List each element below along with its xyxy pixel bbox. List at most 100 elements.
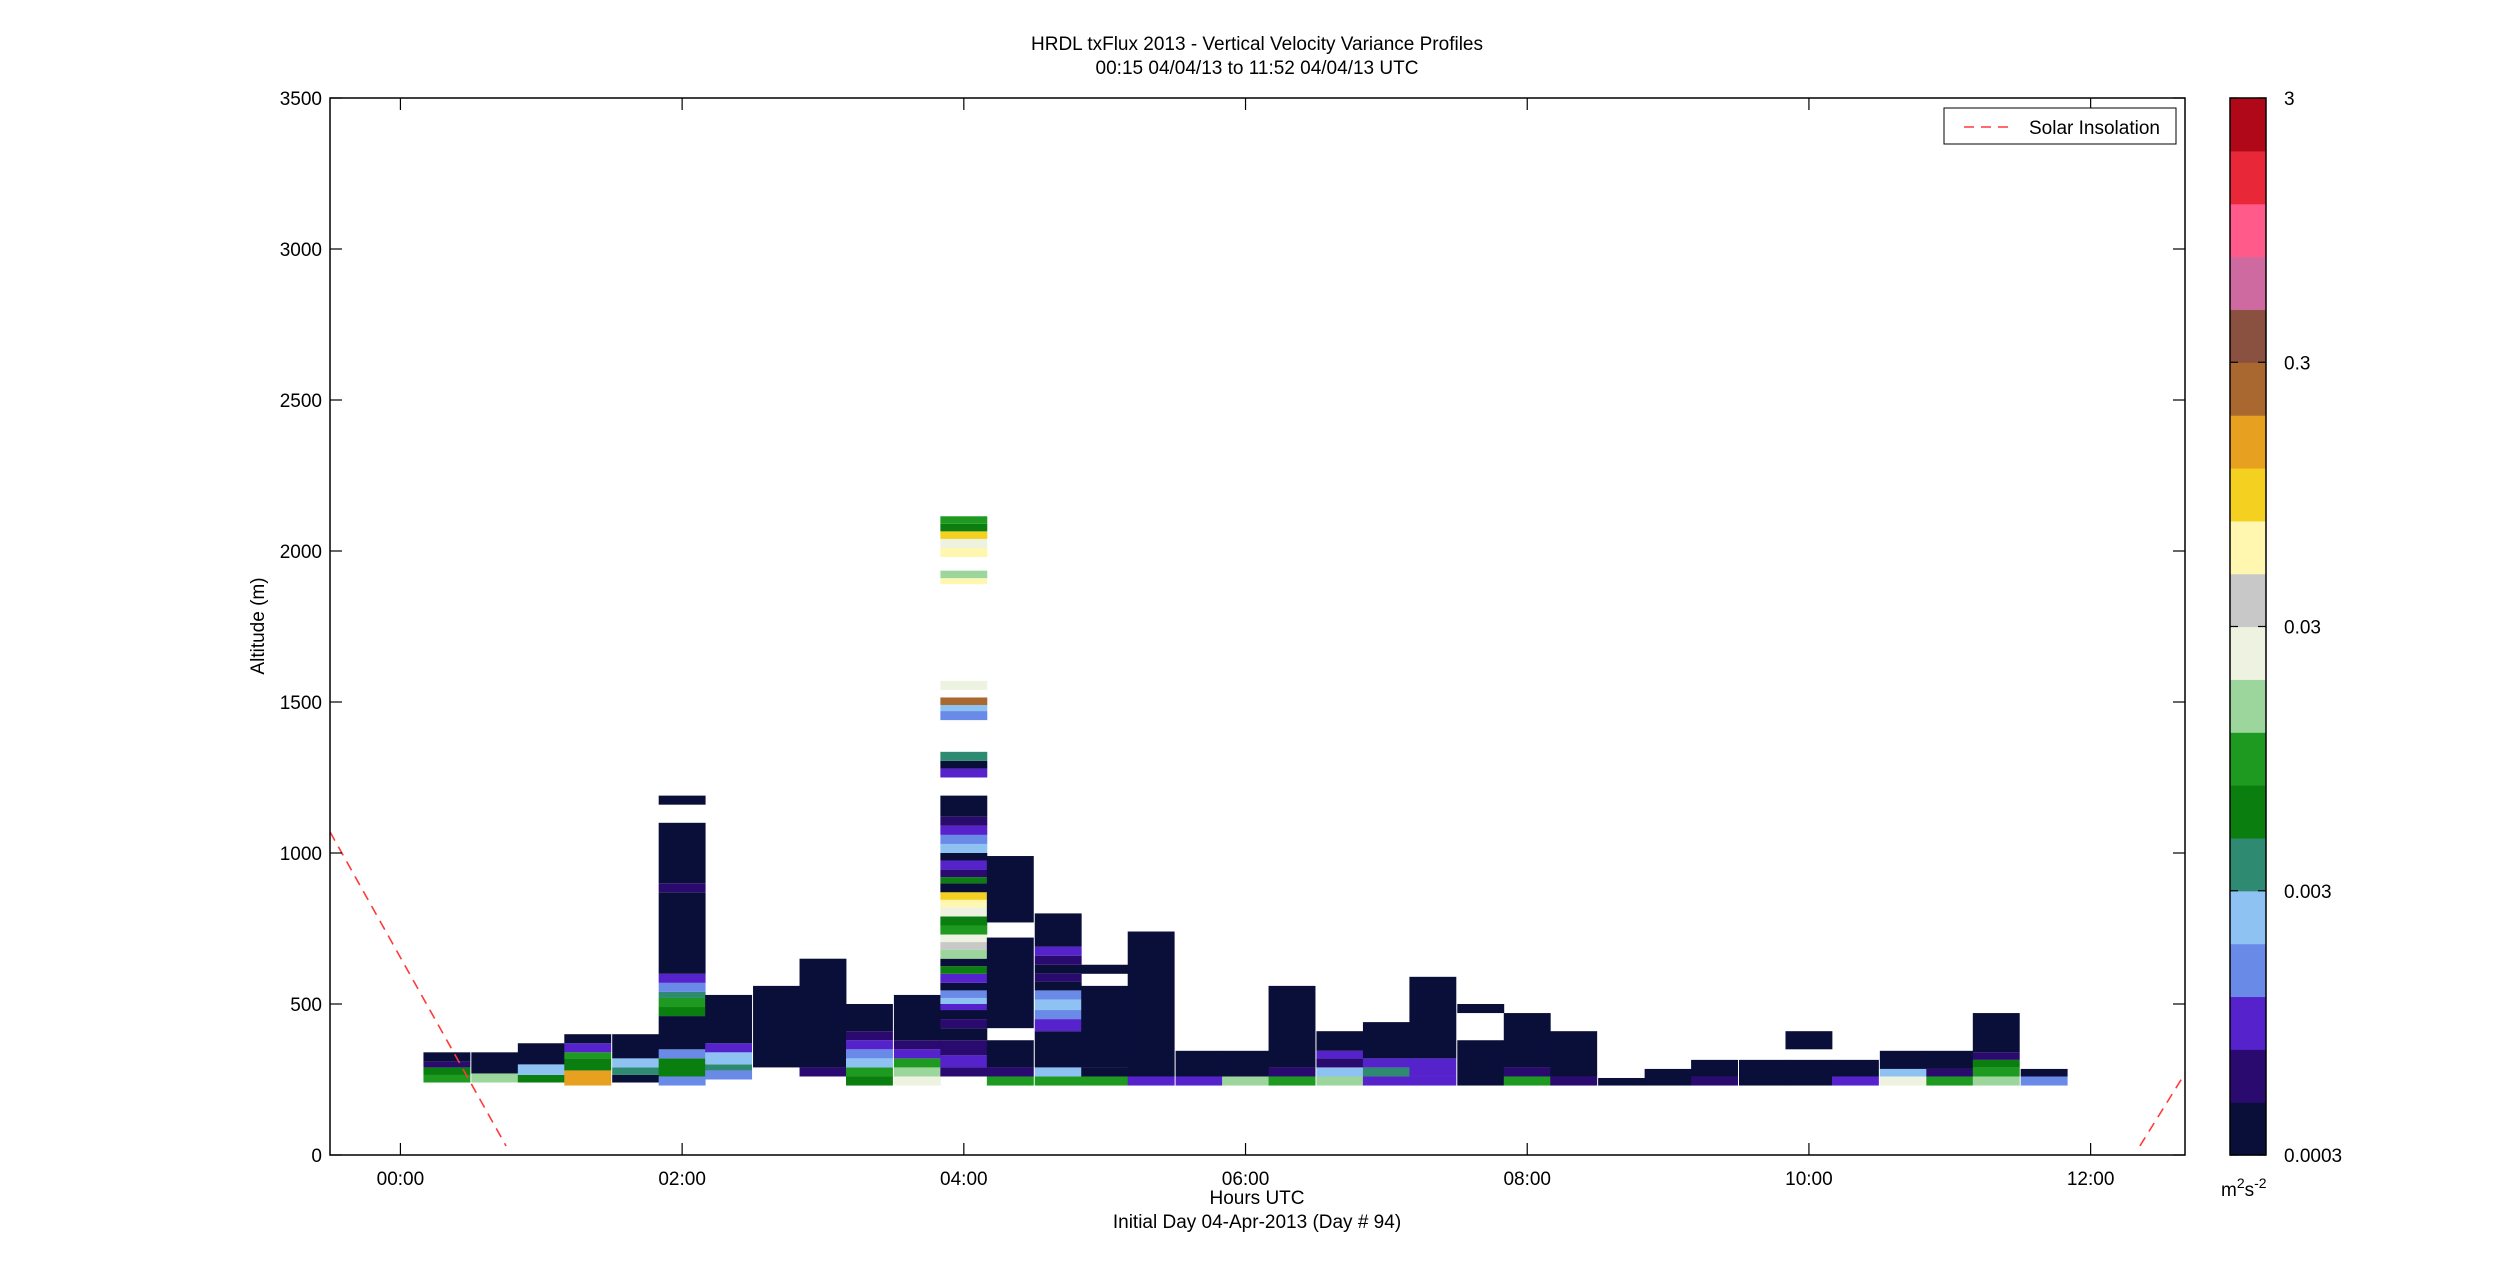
colorbar-segment	[2230, 1049, 2266, 1103]
variance-cell	[1316, 1076, 1364, 1086]
variance-cell	[940, 1028, 988, 1041]
variance-cell	[799, 958, 847, 1068]
variance-cell	[658, 982, 706, 992]
variance-cell	[1034, 1010, 1082, 1020]
variance-cell	[940, 973, 988, 983]
variance-cell	[940, 966, 988, 974]
variance-cell	[986, 1040, 1034, 1068]
variance-cell	[658, 883, 706, 893]
colorbar-tick-label: 0.3	[2284, 353, 2310, 374]
x-axis-ticks: 00:00 02:00 04:00 06:00 08:00 10:00 12:00	[377, 98, 2115, 1190]
variance-cell	[986, 937, 1034, 1029]
variance-cell	[705, 1070, 753, 1080]
variance-cell	[1362, 1076, 1410, 1086]
variance-cell	[940, 705, 988, 712]
variance-cell	[1550, 1031, 1598, 1077]
variance-cell	[1034, 1019, 1082, 1032]
variance-cell	[1316, 1050, 1364, 1059]
variance-cell	[1268, 985, 1316, 1068]
variance-cell	[612, 1074, 660, 1083]
colorbar: 0.0003 0.003 0.03 0.3 3	[2229, 89, 2342, 1167]
variance-cell	[893, 1076, 941, 1086]
variance-cell	[1362, 1022, 1410, 1059]
variance-cell	[1034, 981, 1082, 991]
variance-cell	[1926, 1050, 1974, 1069]
variance-cell	[1691, 1059, 1739, 1077]
variance-cell	[1268, 1076, 1316, 1086]
variance-cell	[1081, 1067, 1129, 1077]
variance-cell	[893, 1049, 941, 1059]
variance-cell	[1175, 1076, 1223, 1086]
variance-cell	[471, 1073, 519, 1083]
variance-cell	[658, 892, 706, 974]
variance-cell	[1034, 964, 1082, 974]
variance-cell	[658, 795, 706, 805]
chart-subtitle: 00:15 04/04/13 to 11:52 04/04/13 UTC	[1096, 58, 1419, 79]
variance-cell	[846, 1004, 893, 1032]
variance-cell	[1785, 1031, 1833, 1050]
variance-cell	[940, 1055, 988, 1068]
colorbar-tick-label: 0.0003	[2284, 1146, 2342, 1167]
variance-cell	[1034, 973, 1082, 982]
variance-cell	[1972, 1052, 2020, 1060]
variance-cell	[658, 997, 706, 1008]
variance-cell	[940, 949, 988, 959]
variance-cell	[1738, 1059, 1786, 1086]
variance-cell	[846, 1076, 893, 1086]
colorbar-segment	[2230, 98, 2266, 152]
variance-cell	[658, 1076, 706, 1086]
colorbar-segment	[2230, 256, 2266, 310]
variance-cell	[940, 907, 988, 917]
variance-cell	[940, 697, 988, 706]
variance-cell	[940, 1019, 988, 1029]
variance-cell	[1926, 1068, 1974, 1077]
variance-cell	[658, 822, 706, 884]
variance-cell	[986, 1076, 1034, 1086]
variance-cell	[1034, 990, 1082, 1000]
variance-cell	[612, 1067, 660, 1075]
colorbar-segment	[2230, 890, 2266, 945]
variance-cell	[846, 1067, 893, 1077]
variance-cell	[940, 680, 988, 690]
colorbar-segment	[2230, 785, 2266, 839]
variance-cell	[940, 760, 988, 769]
y-tick-label: 0	[311, 1146, 322, 1167]
colorbar-ticks: 0.0003 0.003 0.03 0.3 3	[2230, 89, 2342, 1167]
colorbar-segment	[2230, 996, 2266, 1050]
colorbar-segment	[2230, 362, 2266, 416]
variance-cell	[940, 751, 988, 761]
variance-cell	[1081, 985, 1129, 1068]
x-tick-label: 12:00	[2067, 1169, 2115, 1190]
legend-label-solar-insolation: Solar Insolation	[2029, 118, 2160, 139]
variance-cell	[1644, 1068, 1692, 1086]
variance-cell	[1598, 1077, 1646, 1086]
colorbar-unit-label: m2s-2	[2221, 1175, 2267, 1201]
x-tick-label: 00:00	[377, 1169, 425, 1190]
variance-cell	[1034, 955, 1082, 965]
variance-cell	[658, 991, 706, 998]
variance-cell	[423, 1061, 471, 1068]
y-tick-label: 1000	[280, 844, 322, 865]
variance-cell	[1503, 1067, 1551, 1077]
variance-cell	[940, 516, 988, 524]
colorbar-segment	[2230, 626, 2266, 680]
solar-insolation-line	[2139, 1073, 2186, 1147]
variance-cell	[705, 1052, 753, 1065]
variance-cell	[940, 853, 988, 861]
variance-cell	[564, 1034, 612, 1044]
variance-cell	[940, 916, 988, 926]
variance-cell	[612, 1034, 660, 1059]
legend-box	[1943, 107, 2177, 145]
variance-cell	[1503, 1076, 1551, 1086]
variance-cell	[705, 1043, 753, 1053]
variance-cell	[2020, 1076, 2068, 1086]
variance-cell	[423, 1052, 471, 1062]
variance-cell	[517, 1043, 565, 1065]
variance-cell	[1081, 964, 1129, 974]
variance-cell	[893, 994, 941, 1041]
colorbar-segment	[2230, 309, 2266, 363]
variance-cell	[940, 1004, 988, 1011]
colorbar-gradient	[2230, 98, 2266, 1156]
variance-cell	[1457, 1004, 1505, 1014]
